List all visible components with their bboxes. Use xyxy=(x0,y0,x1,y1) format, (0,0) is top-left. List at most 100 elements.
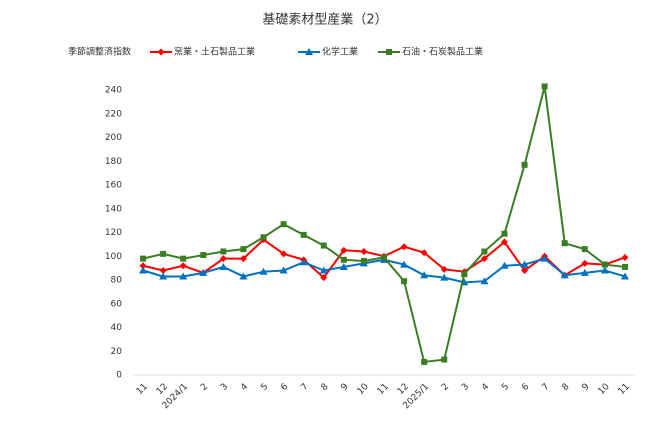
x-tick-label: 2 xyxy=(199,382,210,393)
marker xyxy=(480,277,489,285)
marker xyxy=(461,271,468,278)
legend-label: 化学工業 xyxy=(322,46,358,58)
x-tick-label: 5 xyxy=(500,382,511,393)
x-tick-label: 12 xyxy=(155,382,170,397)
marker xyxy=(220,248,227,255)
marker xyxy=(280,221,287,228)
marker xyxy=(620,272,629,280)
y-tick-label: 40 xyxy=(111,323,123,333)
marker xyxy=(580,268,589,276)
marker xyxy=(420,249,428,257)
y-tick-label: 60 xyxy=(111,299,123,309)
x-tick-label: 8 xyxy=(320,382,331,393)
marker xyxy=(139,266,148,274)
legend-label: 石油・石炭製品工業 xyxy=(402,46,483,58)
marker xyxy=(140,255,147,262)
x-tick-label: 11 xyxy=(376,382,391,397)
x-tick-label: 3 xyxy=(219,382,230,393)
marker xyxy=(279,266,288,274)
marker xyxy=(340,246,348,254)
marker xyxy=(440,273,449,281)
x-tick-label: 9 xyxy=(581,382,592,393)
marker xyxy=(581,246,588,253)
marker xyxy=(360,248,368,255)
marker xyxy=(160,250,167,257)
x-tick-label: 3 xyxy=(460,382,471,393)
marker xyxy=(260,234,267,241)
x-tick-label: 5 xyxy=(259,382,270,393)
marker xyxy=(219,255,227,263)
y-tick-label: 160 xyxy=(105,181,122,191)
y-tick-label: 20 xyxy=(111,347,123,357)
marker xyxy=(319,266,328,274)
marker xyxy=(320,242,327,249)
x-tick-label: 7 xyxy=(540,382,551,393)
y-tick-label: 0 xyxy=(116,371,122,381)
marker xyxy=(179,262,187,270)
marker xyxy=(521,161,528,168)
marker xyxy=(501,230,508,237)
marker xyxy=(239,255,247,263)
marker xyxy=(400,243,408,251)
marker xyxy=(500,261,509,269)
marker xyxy=(440,265,448,273)
marker xyxy=(305,48,313,55)
marker xyxy=(340,256,347,263)
marker xyxy=(180,255,187,262)
marker xyxy=(360,258,367,264)
x-tick-label: 7 xyxy=(299,382,310,393)
marker xyxy=(581,259,589,267)
marker xyxy=(139,262,147,270)
marker xyxy=(300,231,307,238)
marker xyxy=(157,48,165,56)
marker xyxy=(480,255,488,263)
x-tick-label: 12 xyxy=(396,382,411,397)
marker xyxy=(159,267,167,274)
x-tick-label: 10 xyxy=(356,382,371,397)
marker xyxy=(500,238,508,246)
marker xyxy=(280,250,288,258)
y-tick-label: 140 xyxy=(105,204,122,214)
marker xyxy=(386,49,392,55)
marker xyxy=(159,272,168,280)
marker xyxy=(239,272,248,280)
y-tick-label: 120 xyxy=(105,228,122,238)
x-tick-label: 10 xyxy=(597,382,612,397)
marker xyxy=(339,262,348,270)
marker xyxy=(179,272,188,280)
marker xyxy=(400,260,409,268)
legend-label: 窯業・土石製品工業 xyxy=(174,46,255,58)
marker xyxy=(601,261,608,268)
marker xyxy=(200,252,207,259)
y-tick-label: 100 xyxy=(105,252,122,262)
marker xyxy=(299,258,308,266)
y-tick-label: 220 xyxy=(105,109,122,119)
marker xyxy=(320,274,328,282)
marker xyxy=(541,83,548,90)
marker xyxy=(219,262,228,270)
marker xyxy=(420,271,429,279)
marker xyxy=(441,356,448,363)
x-tick-label: 2 xyxy=(440,382,451,393)
marker xyxy=(621,263,628,270)
marker xyxy=(240,246,247,253)
marker xyxy=(401,278,408,285)
x-tick-label: 11 xyxy=(617,382,632,397)
y-tick-label: 80 xyxy=(111,276,123,286)
y-tick-label: 240 xyxy=(105,86,122,96)
marker xyxy=(199,268,208,276)
x-tick-label: 4 xyxy=(480,382,491,393)
marker xyxy=(520,260,529,268)
marker xyxy=(521,267,529,274)
series-line xyxy=(142,86,626,364)
marker xyxy=(621,253,629,261)
x-tick-label: 6 xyxy=(279,382,290,393)
marker xyxy=(540,254,549,262)
x-tick-label: 11 xyxy=(135,382,150,397)
marker xyxy=(259,267,268,275)
marker xyxy=(600,266,609,274)
marker xyxy=(421,358,428,365)
x-tick-label: 9 xyxy=(340,382,351,393)
marker xyxy=(561,240,568,247)
